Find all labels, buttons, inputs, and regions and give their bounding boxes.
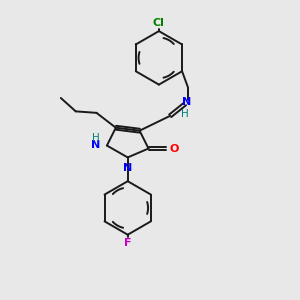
- Text: F: F: [124, 238, 131, 248]
- Text: N: N: [91, 140, 101, 150]
- Text: N: N: [182, 98, 191, 107]
- Text: H: H: [181, 109, 188, 119]
- Text: H: H: [92, 133, 100, 142]
- Text: O: O: [169, 143, 179, 154]
- Text: Cl: Cl: [153, 18, 165, 28]
- Text: N: N: [123, 163, 132, 173]
